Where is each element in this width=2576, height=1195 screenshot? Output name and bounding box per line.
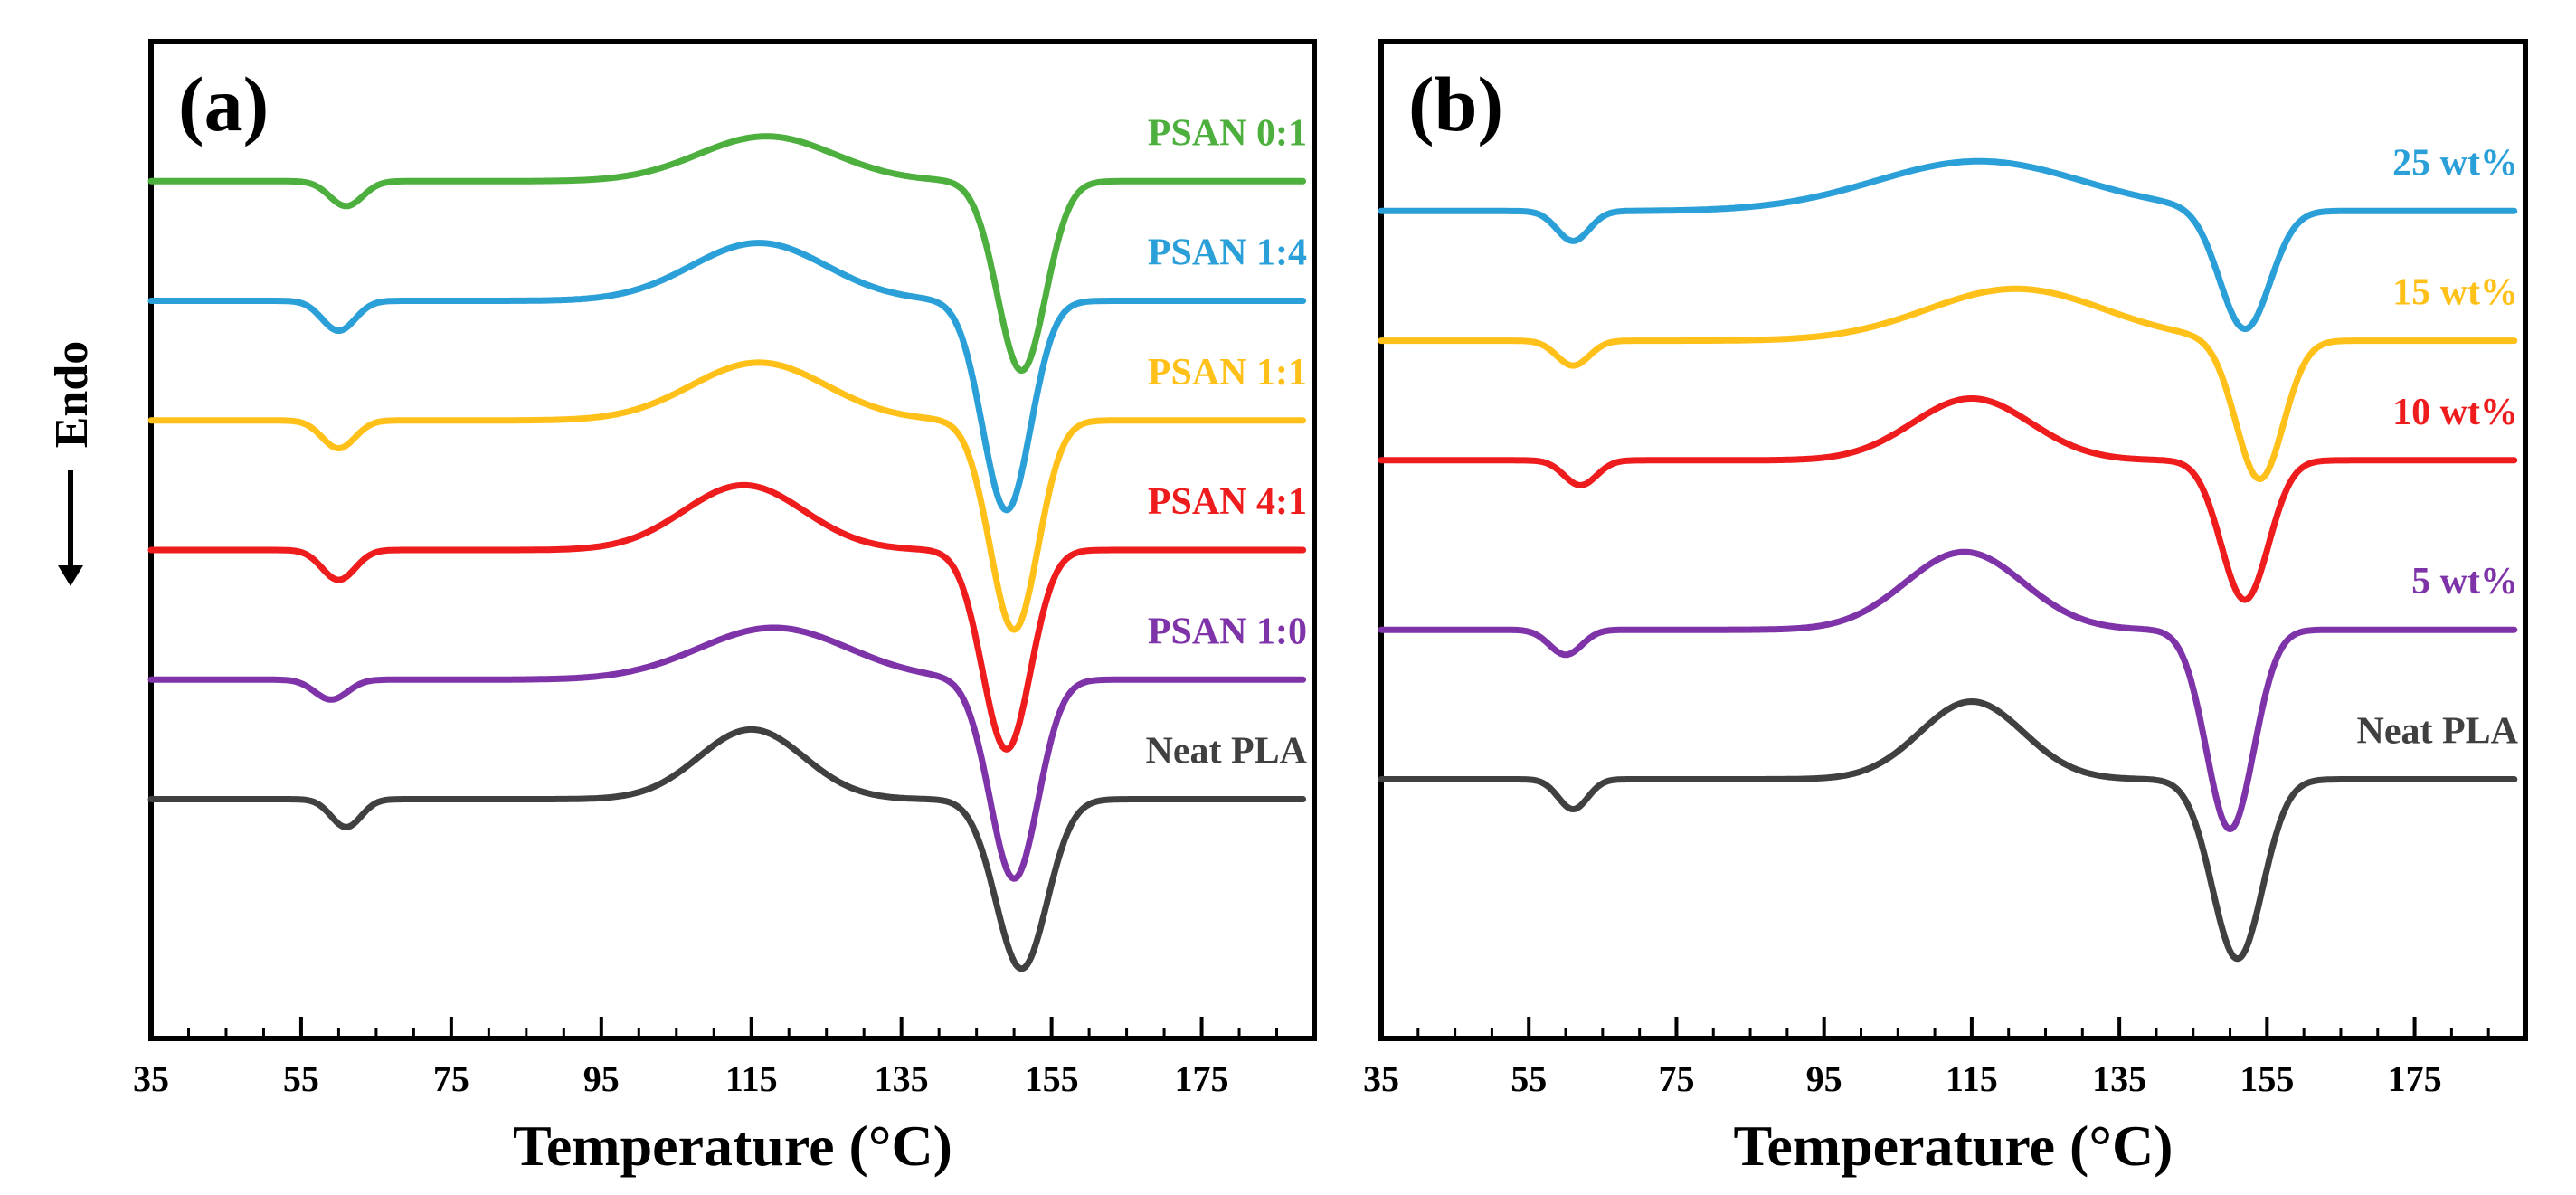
series-label: 5 wt% (2411, 561, 2518, 602)
x-tick-label: 75 (433, 1058, 469, 1099)
endo-arrow-head (58, 565, 83, 586)
x-tick-label: 35 (133, 1058, 169, 1099)
series-label: 15 wt% (2392, 272, 2518, 314)
series-label: PSAN 1:1 (1148, 352, 1307, 394)
x-tick-label: 55 (1511, 1058, 1547, 1099)
series-line (147, 240, 1307, 514)
series-label: PSAN 1:0 (1148, 611, 1307, 652)
x-tick-label: 135 (875, 1058, 929, 1099)
series-line (1378, 285, 2518, 483)
series-line (1378, 157, 2518, 333)
series-label: PSAN 4:1 (1148, 481, 1307, 523)
series-label: Neat PLA (1146, 731, 1308, 773)
x-tick-label: 75 (1658, 1058, 1694, 1099)
x-tick-label: 135 (2092, 1058, 2146, 1099)
series-line (1378, 395, 2518, 603)
series-label: PSAN 1:4 (1148, 232, 1307, 274)
x-tick-label: 95 (583, 1058, 620, 1099)
x-tick-label: 155 (2240, 1058, 2294, 1099)
series-line (147, 133, 1307, 375)
x-tick-label: 175 (1175, 1058, 1229, 1099)
endo-axis-indicator: Endo (46, 341, 98, 586)
series-label: PSAN 0:1 (1148, 112, 1307, 154)
x-axis-label: Temperature (°C) (513, 1114, 952, 1178)
x-axis-label: Temperature (°C) (1734, 1114, 2174, 1178)
series-label: 25 wt% (2392, 142, 2518, 184)
series-line (147, 726, 1307, 972)
series-line (147, 481, 1307, 753)
x-tick-label: 115 (1946, 1058, 1998, 1099)
x-tick-label: 55 (283, 1058, 319, 1099)
x-tick-label: 35 (1363, 1058, 1399, 1099)
x-tick-label: 95 (1806, 1058, 1842, 1099)
series-line (147, 359, 1307, 633)
chart-panel-a: 35 55 75 95 115 135 155 175 Temperature (°C) (a) P… (133, 39, 1317, 1178)
endo-axis-label: Endo (46, 341, 98, 449)
series-line (1378, 548, 2518, 833)
plot-frame (148, 39, 1317, 1041)
chart-panel-b: 35 55 75 95 115 135 155 175 Temperature (°C) (b) 2… (1363, 39, 2528, 1178)
x-tick-label: 175 (2388, 1058, 2442, 1099)
series-label: Neat PLA (2357, 710, 2519, 752)
x-tick-label: 155 (1025, 1058, 1079, 1099)
plot-frame (1378, 39, 2528, 1041)
series-line (147, 624, 1307, 882)
series-label: 10 wt% (2392, 392, 2518, 433)
panel-label: (a) (178, 61, 269, 147)
x-tick-label: 115 (725, 1058, 778, 1099)
series-line (1378, 698, 2518, 963)
panel-label: (b) (1408, 61, 1503, 147)
